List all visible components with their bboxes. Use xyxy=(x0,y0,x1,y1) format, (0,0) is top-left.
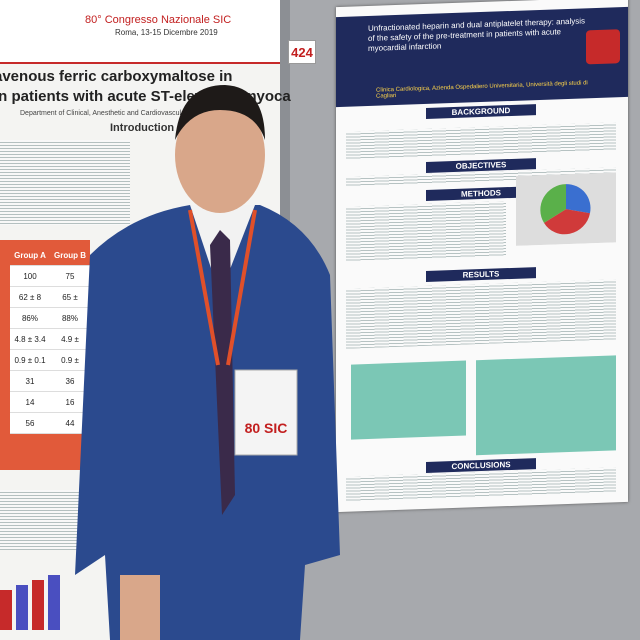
slice xyxy=(544,209,590,235)
lanyard xyxy=(188,209,257,366)
results-table xyxy=(351,360,466,440)
table-cell: 31 xyxy=(25,376,35,386)
text-block xyxy=(346,279,616,349)
badge-logo: 80 SIC xyxy=(245,420,288,436)
table-row: 4.8 ± 3.4 4.9 ± xyxy=(10,329,90,350)
section-title: RESULTS xyxy=(426,267,536,282)
bar xyxy=(32,580,44,630)
header-cell: Group A xyxy=(14,250,46,260)
table-cell: 62 ± 8 xyxy=(18,292,42,302)
table-cell: 36 xyxy=(65,376,75,386)
text-block xyxy=(0,140,130,225)
hair xyxy=(175,85,265,140)
table-row: 62 ± 8 65 ± xyxy=(10,287,90,308)
poster-header: 80° Congresso Nazionale SIC Roma, 13-15 … xyxy=(0,0,280,64)
table-cell: 0.9 ± 0.1 xyxy=(14,355,46,365)
tie xyxy=(210,230,235,515)
affiliation: Clinica Cardiologica, Azienda Ospedalier… xyxy=(376,80,588,100)
badge xyxy=(234,369,298,456)
department: Department of Clinical, Anesthetic and C… xyxy=(20,110,218,117)
table-cell: 14 xyxy=(25,397,35,407)
slice xyxy=(540,184,566,223)
table-cell: 4.9 ± xyxy=(61,334,79,344)
suit xyxy=(75,205,340,640)
face xyxy=(175,97,265,213)
bar xyxy=(48,575,60,630)
table-cell: 0.9 ± xyxy=(61,355,79,365)
table-cell: 75 xyxy=(65,271,75,281)
hand xyxy=(120,575,160,640)
poster-title: avenous ferric carboxymaltose in xyxy=(0,68,233,85)
table-row: 56 44 xyxy=(10,413,90,434)
text-block xyxy=(346,467,616,502)
table-cell: 44 xyxy=(65,418,75,428)
mini-chart xyxy=(0,575,60,630)
poster-title: Unfractionated heparin and dual antiplat… xyxy=(368,16,586,53)
table-row: 31 36 xyxy=(10,371,90,392)
poster-header: Unfractionated heparin and dual antiplat… xyxy=(336,6,628,108)
board-number: 424 xyxy=(288,40,316,64)
table-cell: 4.8 ± 3.4 xyxy=(14,334,46,344)
header-cell: Group B xyxy=(54,250,86,260)
table-row: 14 16 xyxy=(10,392,90,413)
person: 80 SIC xyxy=(75,85,340,640)
congress: 80° Congresso Nazionale SIC xyxy=(85,14,232,26)
text-block xyxy=(346,201,506,262)
section-title: Introduction xyxy=(110,122,175,134)
bar xyxy=(16,585,28,630)
table-cell: 88% xyxy=(61,313,78,323)
logo xyxy=(586,29,620,65)
table-cell: 56 xyxy=(25,418,35,428)
bar xyxy=(0,590,12,630)
results-table xyxy=(476,355,616,456)
table-cell: 16 xyxy=(65,397,75,407)
table-cell: 86% xyxy=(21,313,38,323)
right-poster: Unfractionated heparin and dual antiplat… xyxy=(336,0,628,513)
table-header: Group A Group B xyxy=(10,245,90,266)
table-row: 0.9 ± 0.1 0.9 ± xyxy=(10,350,90,371)
table-body: 100 75 62 ± 8 65 ± 86% 88% 4.8 ± 3.4 4.9 ± 0.9 ±… xyxy=(10,266,90,434)
section-title: BACKGROUND xyxy=(426,104,536,119)
slice xyxy=(566,184,591,214)
dates: Roma, 13-15 Dicembre 2019 xyxy=(115,28,218,37)
pie-chart xyxy=(516,172,616,246)
table-row: 100 75 xyxy=(10,266,90,287)
table: Group A Group B 100 75 62 ± 8 65 ± 86% 88% 4.8… xyxy=(10,245,90,434)
table-row: 86% 88% xyxy=(10,308,90,329)
table-cell: 65 ± xyxy=(62,292,78,302)
text-block xyxy=(346,122,616,160)
table-cell: 100 xyxy=(23,271,37,281)
